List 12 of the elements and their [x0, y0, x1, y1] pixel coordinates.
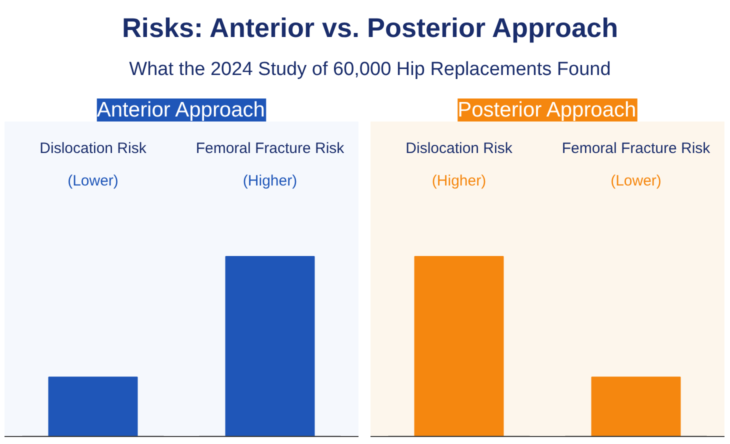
chart-title: Posterior Approach [458, 98, 636, 122]
text: (Higher) [432, 172, 486, 190]
x-tick-label: Dislocation Risk [406, 140, 513, 157]
text: (Lower) [610, 172, 662, 190]
text: What the 2024 Study of 60,000 Hip Replacements Found [128, 58, 612, 82]
chart-title: Anterior Approach [96, 98, 265, 122]
text: (Higher) [242, 172, 298, 190]
text: (Lower) [68, 172, 118, 190]
x-tick-label: Femoral Fracture Risk [562, 140, 711, 157]
x-tick-label: Dislocation Risk [40, 140, 147, 157]
text: Risks: Anterior vs. Posterior Approach [120, 12, 620, 45]
x-tick-label: Femoral Fracture Risk [196, 140, 345, 157]
